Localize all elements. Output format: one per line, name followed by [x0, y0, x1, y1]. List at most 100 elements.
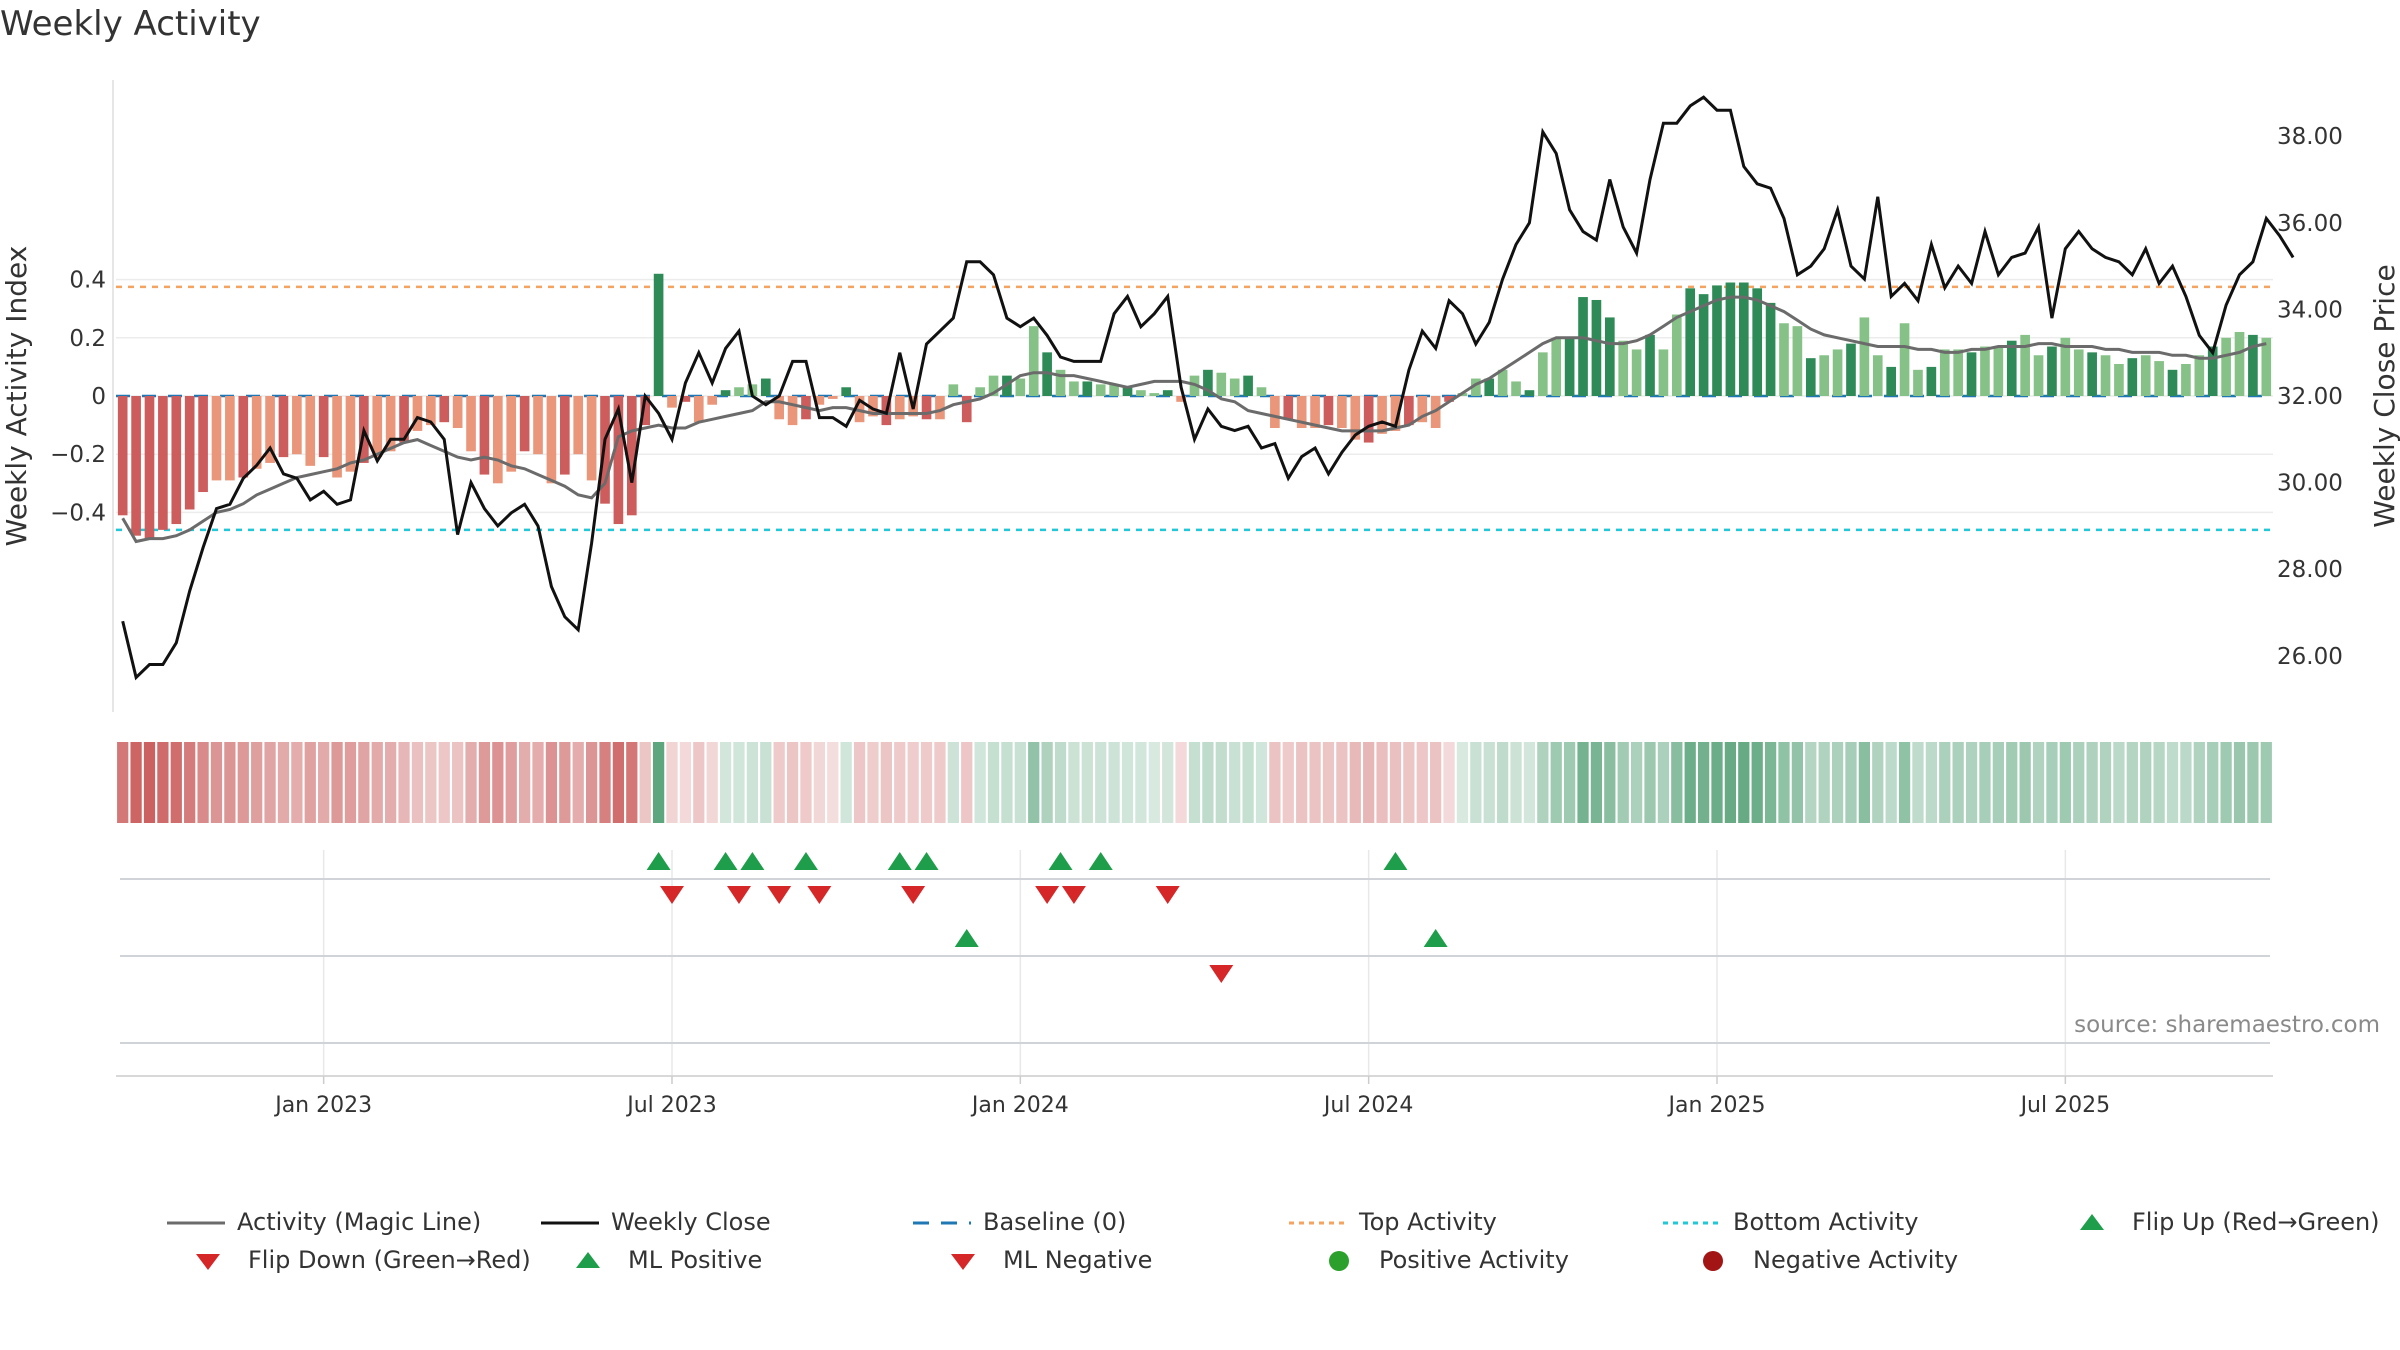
legend-symbol: [196, 1254, 220, 1270]
legend-symbol-shape: [576, 1252, 600, 1268]
strip-cell: [2126, 742, 2138, 823]
activity-bar: [1417, 396, 1428, 423]
strip-cell: [706, 742, 718, 823]
strip-cell: [760, 742, 772, 823]
strip-cell: [1202, 742, 1214, 823]
strip-cell: [1885, 742, 1897, 823]
activity-bar: [841, 387, 851, 396]
strip-cell: [1255, 742, 1268, 823]
legend-symbol: [913, 1221, 971, 1225]
strip-cell: [1363, 742, 1375, 823]
strip-cell: [585, 742, 598, 823]
activity-bar: [493, 396, 503, 484]
strip-cell: [840, 742, 852, 823]
activity-bar: [1671, 314, 1682, 396]
flip-up-marker: [1048, 852, 1073, 870]
strip-cell: [786, 742, 799, 823]
activity-bar: [2261, 337, 2272, 396]
x-tick-label: Jan 2023: [273, 1093, 372, 1118]
activity-bar: [2154, 361, 2164, 396]
activity-bar: [318, 396, 329, 458]
activity-bar: [2033, 355, 2044, 396]
flip-down-marker: [1061, 886, 1086, 904]
activity-bar: [774, 396, 785, 420]
activity-bar: [1363, 396, 1374, 443]
event-panels: [116, 852, 2273, 1077]
strip-cell: [1697, 742, 1710, 823]
strip-cell: [2006, 742, 2018, 823]
activity-bar: [1471, 378, 1481, 396]
strip-cell: [987, 742, 1000, 823]
activity-bar: [1738, 282, 1749, 396]
activity-bar: [466, 396, 476, 452]
activity-bar: [1323, 396, 1334, 426]
activity-bar: [1497, 369, 1508, 396]
legend-symbol: [1289, 1221, 1347, 1225]
strip-cell: [1349, 742, 1361, 823]
strip-cell: [1470, 742, 1482, 823]
legend-label: Activity (Magic Line): [237, 1208, 482, 1236]
strip-cell: [1336, 742, 1348, 823]
legend-item: Flip Down (Green→Red): [178, 1246, 531, 1274]
activity-bar: [814, 396, 825, 405]
flip-down-marker: [807, 886, 832, 904]
activity-bar: [935, 396, 945, 420]
strip-cell: [1979, 742, 1991, 823]
strip-cell: [2113, 742, 2125, 823]
activity-bar: [1015, 378, 1026, 396]
strip-cell: [827, 742, 839, 823]
strip-cell: [2019, 742, 2031, 823]
strip-cell: [867, 742, 879, 823]
source-attribution: source: sharemaestro.com: [2074, 1012, 2380, 1038]
strip-cell: [1831, 742, 1844, 823]
activity-bar: [1229, 378, 1240, 396]
activity-bar: [1913, 369, 1923, 396]
strip-cell: [1430, 742, 1442, 823]
activity-bar: [2181, 363, 2191, 396]
legend-symbol: [2080, 1214, 2104, 1230]
strip-cell: [1296, 742, 1308, 823]
strip-cell: [679, 742, 692, 823]
legend-symbol: [167, 1221, 225, 1225]
strip-cell: [1041, 742, 1053, 823]
strip-cell: [1001, 742, 1013, 823]
activity-bar: [1712, 285, 1722, 396]
strip-cell: [452, 742, 464, 823]
activity-bar: [626, 396, 637, 516]
strip-cell: [2220, 742, 2232, 823]
activity-bar: [1256, 387, 1267, 396]
legend-symbol-shape: [1703, 1251, 1723, 1271]
activity-bar: [1176, 396, 1186, 402]
activity-bar: [2221, 337, 2231, 396]
activity-bar: [385, 396, 396, 452]
strip-cell: [1510, 742, 1522, 823]
activity-bar: [2167, 369, 2178, 396]
strip-cell: [465, 742, 477, 823]
strip-cell: [1858, 742, 1871, 823]
strip-cell: [2193, 742, 2205, 823]
left-tick-label: −0.4: [50, 500, 106, 526]
activity-bar: [1578, 297, 1588, 396]
activity-bar: [1819, 355, 1830, 396]
activity-bar: [426, 396, 436, 426]
strip-cell: [277, 742, 290, 823]
strip-cell: [934, 742, 946, 823]
right-tick-label: 28.00: [2277, 557, 2343, 583]
activity-bar: [1444, 396, 1454, 402]
strip-cell: [1939, 742, 1951, 823]
activity-bar: [292, 396, 302, 455]
activity-bar: [2140, 355, 2151, 396]
price-and-magic-lines: [121, 95, 2295, 681]
strip-cell: [1711, 742, 1723, 823]
left-tick-label: 0: [91, 384, 106, 410]
strip-cell: [853, 742, 866, 823]
activity-bar: [533, 396, 543, 455]
strip-cell: [505, 742, 517, 823]
strip-cell: [1684, 742, 1696, 823]
activity-bar: [372, 396, 383, 458]
strip-cell: [2046, 742, 2058, 823]
strip-cell: [532, 742, 544, 823]
activity-bar: [1752, 288, 1763, 396]
strip-cell: [358, 742, 370, 823]
legend-symbol: [1329, 1251, 1349, 1271]
